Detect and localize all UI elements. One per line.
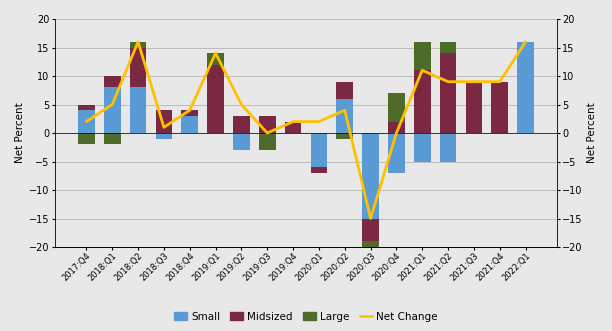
- Bar: [337, 99, 353, 133]
- Bar: [207, 65, 224, 133]
- Bar: [414, 133, 431, 162]
- Bar: [130, 42, 146, 48]
- Bar: [78, 133, 95, 144]
- Bar: [155, 133, 173, 139]
- Bar: [388, 133, 405, 173]
- Bar: [362, 218, 379, 241]
- Bar: [491, 82, 508, 133]
- Bar: [181, 110, 198, 116]
- Bar: [155, 110, 173, 133]
- Bar: [466, 82, 482, 133]
- Bar: [310, 167, 327, 173]
- Y-axis label: Net Percent: Net Percent: [587, 103, 597, 164]
- Bar: [337, 82, 353, 99]
- Bar: [78, 110, 95, 133]
- Bar: [104, 87, 121, 133]
- Bar: [259, 116, 275, 133]
- Bar: [388, 121, 405, 133]
- Bar: [362, 241, 379, 264]
- Bar: [285, 121, 302, 133]
- Legend: Small, Midsized, Large, Net Change: Small, Midsized, Large, Net Change: [170, 307, 442, 326]
- Bar: [388, 93, 405, 121]
- Bar: [517, 42, 534, 133]
- Bar: [439, 53, 457, 133]
- Bar: [130, 87, 146, 133]
- Y-axis label: Net Percent: Net Percent: [15, 103, 25, 164]
- Bar: [259, 133, 275, 150]
- Bar: [181, 116, 198, 133]
- Bar: [130, 48, 146, 87]
- Bar: [362, 133, 379, 218]
- Bar: [439, 42, 457, 53]
- Bar: [233, 116, 250, 133]
- Bar: [337, 133, 353, 139]
- Bar: [104, 76, 121, 87]
- Bar: [414, 42, 431, 70]
- Bar: [207, 53, 224, 65]
- Bar: [78, 105, 95, 110]
- Bar: [414, 70, 431, 133]
- Bar: [233, 133, 250, 150]
- Bar: [439, 133, 457, 162]
- Bar: [310, 133, 327, 167]
- Bar: [104, 133, 121, 144]
